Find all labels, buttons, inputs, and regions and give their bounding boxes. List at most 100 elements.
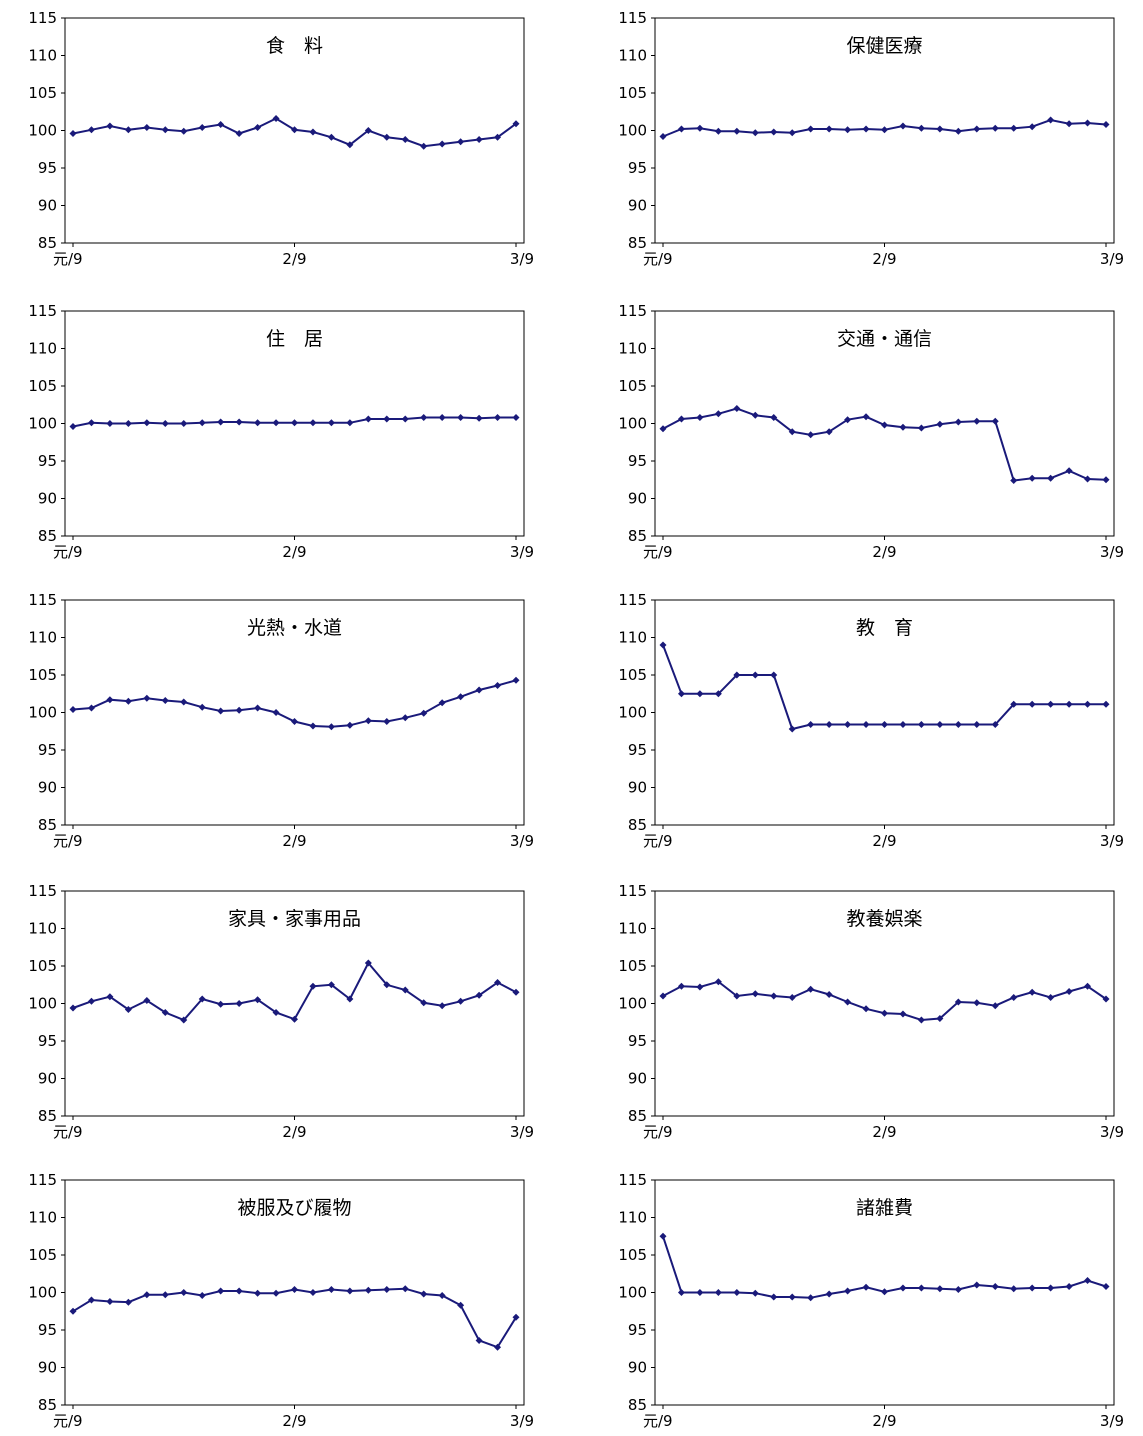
data-point [1065,467,1073,475]
data-point [401,1285,409,1293]
chart-title: 教養娯楽 [846,908,922,930]
data-point [807,431,815,439]
data-point [327,1286,335,1293]
chart-title: 家具・家事用品 [228,908,361,930]
data-point [714,1289,722,1296]
y-tick-label: 105 [618,666,647,684]
data-point [954,1286,962,1293]
line-chart: 85 90 95 100 105 110 115 元/9 2/9 3/9 光熱・水道 [28,591,534,850]
x-tick-label: 3/9 [1100,1412,1124,1430]
data-point [180,420,188,427]
y-tick-label: 110 [618,920,647,938]
y-tick-label: 85 [38,1107,57,1125]
data-point [180,1289,188,1296]
data-point [106,696,114,704]
data-point [217,1287,225,1295]
data-point [917,721,925,728]
x-tick-label: 元/9 [53,250,83,268]
data-point [1102,476,1110,484]
y-tick-label: 95 [628,741,647,759]
data-point [161,126,169,134]
data-point [825,1290,833,1298]
data-point [733,992,741,1000]
data-point [936,125,944,133]
data-point [1028,123,1036,131]
line-chart: 85 90 95 100 105 110 115 元/9 2/9 3/9 被服及び履物 [28,1171,534,1430]
x-tick-label: 2/9 [282,832,306,850]
data-point [217,1000,225,1008]
data-point [862,413,870,421]
chart-title: 光熱・水道 [247,617,342,639]
y-tick-label: 100 [28,415,57,433]
y-tick-label: 115 [618,591,647,609]
data-point [401,136,409,143]
data-point [991,1002,999,1010]
data-point [143,997,151,1004]
data-point [1047,994,1055,1001]
data-point [272,709,280,716]
y-tick-label: 90 [628,490,647,508]
y-tick-label: 95 [38,452,57,470]
data-point [309,1289,317,1296]
y-tick-label: 105 [28,84,57,102]
y-tick-label: 85 [628,234,647,252]
data-point [254,419,262,427]
y-tick-label: 110 [618,629,647,647]
data-point [1065,120,1073,128]
x-tick-label: 3/9 [510,250,534,268]
data-point [659,425,667,433]
x-tick-label: 3/9 [510,832,534,850]
line-chart: 85 90 95 100 105 110 115 元/9 2/9 3/9 住 居 [28,302,534,561]
data-point [475,991,483,999]
data-point [475,1337,483,1344]
data-point [346,995,354,1003]
data-point [733,405,741,412]
data-point [457,138,465,146]
data-point [881,421,888,429]
data-point [714,410,722,418]
x-tick-label: 元/9 [643,1412,673,1430]
data-point [87,1296,95,1304]
data-point [143,419,151,427]
line-chart: 85 90 95 100 105 110 115 元/9 2/9 3/9 諸雑費 [618,1171,1124,1430]
data-point [383,1286,391,1293]
x-tick-label: 3/9 [510,1123,534,1141]
data-point [106,1298,114,1305]
chart-title: 保健医療 [846,35,922,57]
data-point [807,125,815,133]
data-point [494,979,502,986]
data-point [881,1009,888,1017]
data-point [124,1298,132,1306]
data-point [807,985,815,993]
data-point [1102,995,1110,1003]
data-point [161,1009,169,1016]
x-tick-label: 3/9 [510,1412,534,1430]
data-point [512,676,520,684]
data-point [457,414,465,421]
data-point [494,1343,502,1351]
data-point [1084,700,1092,708]
data-point [973,721,981,728]
y-tick-label: 95 [628,1321,647,1339]
data-point [364,959,372,967]
data-point [180,1016,188,1024]
data-point [733,1289,741,1296]
chart-title: 交通・通信 [837,328,932,350]
chart-title: 住 居 [266,328,323,350]
data-point [1028,1284,1036,1292]
data-point [696,690,704,698]
data-point [512,988,520,996]
data-point [659,133,667,140]
data-point [1084,475,1092,483]
y-tick-label: 90 [38,779,57,797]
x-tick-label: 元/9 [53,1412,83,1430]
data-point [198,703,206,711]
data-point [161,697,169,704]
data-point [309,128,317,136]
data-point [180,127,188,135]
y-tick-label: 100 [28,1284,57,1302]
x-tick-label: 2/9 [872,543,896,561]
data-point [457,1301,465,1309]
data-point [714,690,722,698]
data-point [327,723,335,731]
